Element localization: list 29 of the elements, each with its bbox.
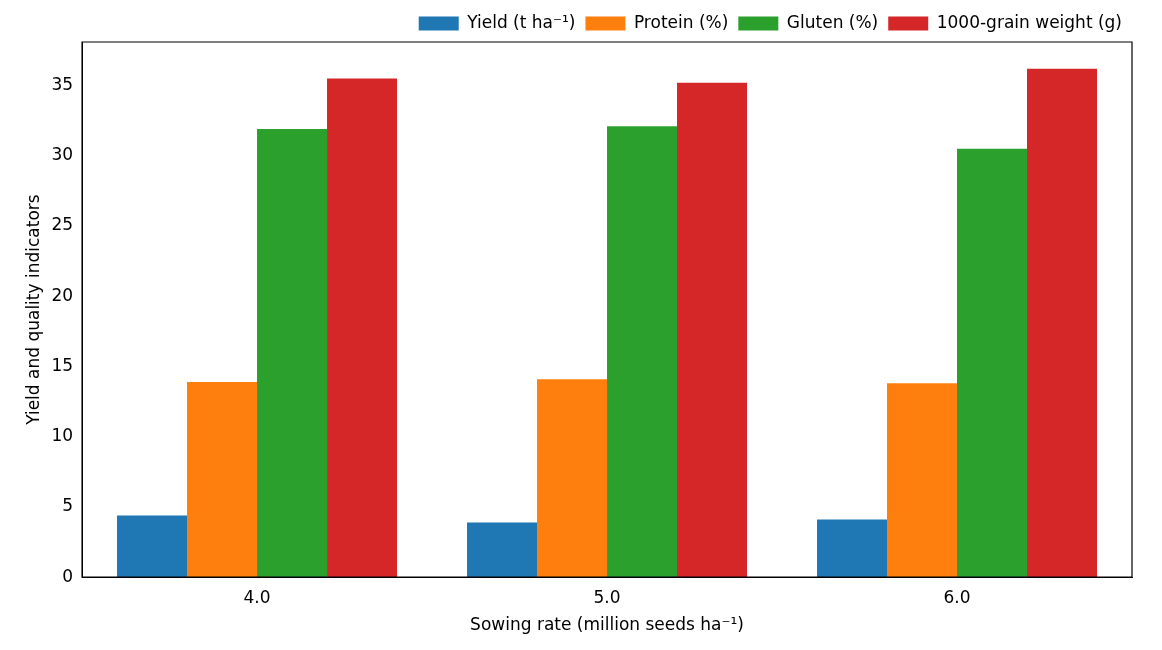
- x-axis-title: Sowing rate (million seeds ha⁻¹): [470, 614, 744, 635]
- bar: [117, 515, 188, 578]
- legend-label: Protein (%): [633, 11, 729, 32]
- bar: [1027, 68, 1097, 578]
- legend-label: 1000-grain weight (g): [936, 11, 1123, 32]
- bar: [187, 381, 258, 578]
- y-tick-label: 15: [51, 354, 74, 375]
- bar: [327, 78, 398, 578]
- y-tick-label: 20: [51, 284, 74, 305]
- y-tick-label: 0: [62, 565, 74, 586]
- y-tick-label: 25: [51, 214, 74, 235]
- x-tick-label: 5.0: [593, 586, 621, 607]
- y-tick-label: 35: [51, 73, 74, 94]
- bar: [887, 383, 958, 578]
- x-tick-label: 6.0: [943, 586, 971, 607]
- legend-label: Gluten (%): [786, 11, 879, 32]
- y-tick-label: 10: [51, 425, 74, 446]
- bar: [537, 379, 608, 578]
- y-tick-label: 30: [51, 144, 74, 165]
- bar: [817, 519, 888, 578]
- bar: [257, 129, 328, 578]
- bar: [607, 126, 678, 578]
- x-tick-label: 4.0: [243, 586, 271, 607]
- y-axis-title: Yield and quality indicators: [22, 194, 43, 426]
- bar: [957, 148, 1027, 578]
- bar: [467, 522, 538, 578]
- y-tick-label: 5: [62, 495, 74, 516]
- bar: [677, 82, 748, 578]
- legend-label: Yield (t ha⁻¹): [466, 11, 576, 32]
